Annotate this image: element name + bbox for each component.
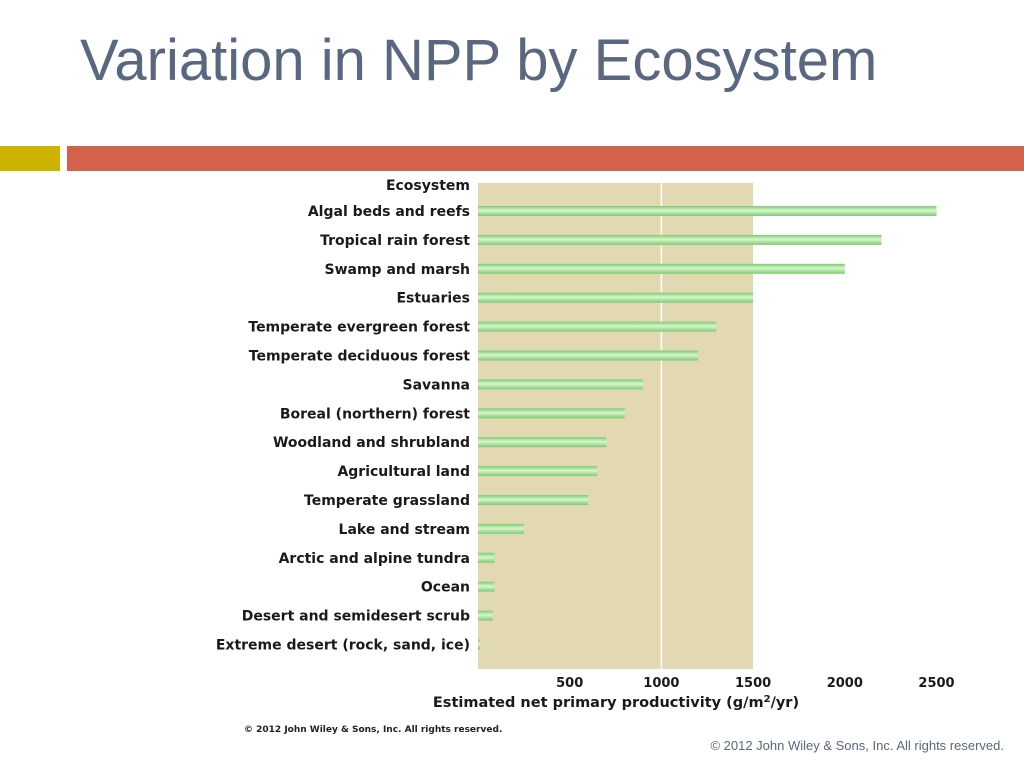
x-axis-title-units: (g/m	[726, 695, 763, 711]
category-label-10: Agricultural land	[337, 464, 470, 480]
bar-3	[478, 263, 845, 274]
category-label-16: Extreme desert (rock, sand, ice)	[216, 638, 470, 654]
category-label-11: Temperate grassland	[304, 493, 470, 509]
bar-10	[478, 466, 598, 477]
bar-2	[478, 234, 882, 245]
category-label-4: Estuaries	[396, 291, 470, 307]
category-header: Ecosystem	[386, 178, 470, 194]
category-label-7: Savanna	[403, 377, 470, 393]
accent-bar-left	[0, 146, 60, 171]
category-label-14: Ocean	[421, 580, 470, 596]
plot-area	[478, 183, 753, 669]
bar-14	[478, 581, 495, 592]
x-axis-title: Estimated net primary productivity (g/m2…	[433, 694, 799, 712]
x-axis-title-units-end: /yr)	[771, 695, 800, 711]
category-label-8: Boreal (northern) forest	[280, 406, 470, 422]
category-label-3: Swamp and marsh	[325, 262, 471, 278]
x-axis-title-exponent: 2	[764, 694, 771, 705]
bar-8	[478, 408, 625, 419]
x-tick-500: 500	[556, 676, 583, 691]
x-tick-1000: 1000	[643, 676, 679, 691]
bar-1	[478, 206, 937, 216]
bar-15	[478, 610, 493, 621]
x-tick-1500: 1500	[735, 676, 771, 691]
bar-12	[478, 523, 524, 534]
bar-6	[478, 350, 699, 361]
figure-credit: © 2012 John Wiley & Sons, Inc. All right…	[244, 725, 503, 735]
x-tick-labels: 500 1000 1500 2000 2500	[556, 676, 954, 691]
category-label-9: Woodland and shrubland	[273, 435, 470, 451]
category-label-6: Temperate deciduous forest	[249, 349, 471, 365]
category-label-5: Temperate evergreen forest	[248, 320, 470, 336]
bar-7	[478, 379, 644, 390]
category-labels: Ecosystem Algal beds and reefs Tropical r…	[216, 178, 470, 654]
bar-9	[478, 437, 607, 448]
slide-title: Variation in NPP by Ecosystem	[80, 28, 878, 93]
bars	[478, 206, 937, 650]
bar-16	[478, 639, 480, 650]
bar-13	[478, 552, 495, 563]
category-label-2: Tropical rain forest	[320, 233, 470, 249]
accent-bar-right	[67, 146, 1024, 171]
bar-4	[478, 292, 754, 303]
category-label-1: Algal beds and reefs	[308, 204, 470, 220]
x-axis-title-main: Estimated net primary productivity	[433, 695, 722, 711]
bar-5	[478, 321, 717, 332]
category-label-15: Desert and semidesert scrub	[242, 609, 470, 625]
bar-11	[478, 495, 589, 505]
x-tick-2000: 2000	[827, 676, 863, 691]
category-label-13: Arctic and alpine tundra	[279, 551, 470, 567]
x-tick-2500: 2500	[918, 676, 954, 691]
category-label-12: Lake and stream	[339, 522, 470, 538]
slide-footer: © 2012 John Wiley & Sons, Inc. All right…	[710, 738, 1004, 753]
